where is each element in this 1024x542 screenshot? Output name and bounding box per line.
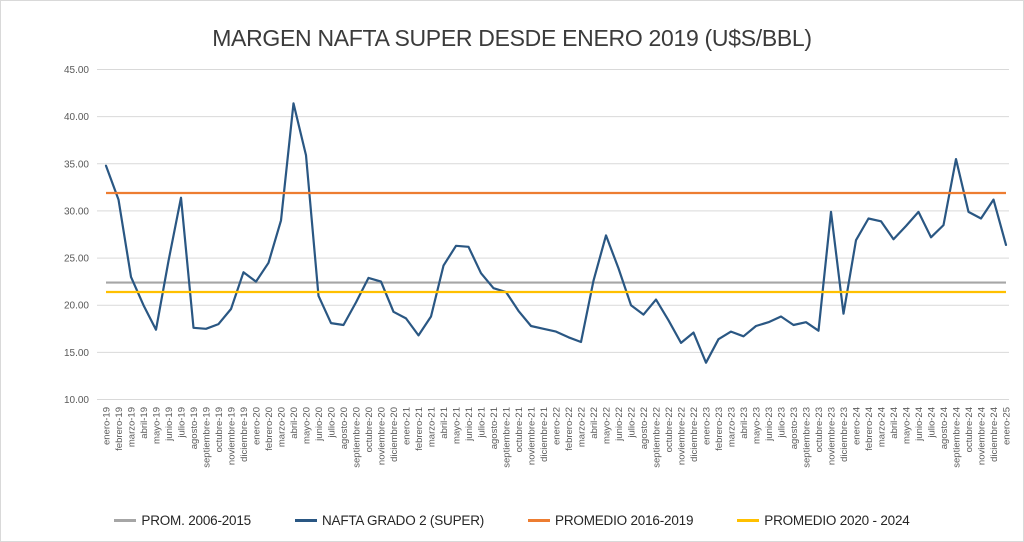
x-axis-tick-label: mayo-24 xyxy=(902,407,913,444)
x-axis-tick-label: marzo-21 xyxy=(427,407,438,447)
x-axis-tick-label: noviembre-20 xyxy=(377,407,388,465)
x-axis-tick-label: septiembre-24 xyxy=(952,407,963,468)
x-axis-tick-label: julio-22 xyxy=(627,407,638,439)
legend-label: PROMEDIO 2020 - 2024 xyxy=(764,512,910,528)
x-axis-tick-label: diciembre-19 xyxy=(239,407,250,462)
x-axis-tick-label: noviembre-23 xyxy=(827,407,838,465)
x-axis-tick-label: septiembre-23 xyxy=(802,407,813,468)
x-axis-tick-label: octubre-22 xyxy=(664,407,675,452)
x-axis-tick-label: julio-20 xyxy=(327,407,338,439)
x-axis-tick-label: septiembre-21 xyxy=(502,407,513,468)
legend-item-nafta-grado-2-super: NAFTA GRADO 2 (SUPER) xyxy=(294,512,485,528)
x-axis-tick-label: marzo-23 xyxy=(727,407,738,447)
x-axis-tick-label: enero-22 xyxy=(552,407,563,445)
x-axis-tick-label: febrero-22 xyxy=(564,407,575,451)
legend-swatch-orange xyxy=(528,518,551,522)
x-axis-tick-label: agosto-24 xyxy=(939,407,950,449)
y-axis-tick-label: 20.00 xyxy=(64,301,89,312)
x-axis-tick-label: diciembre-24 xyxy=(989,407,1000,462)
y-axis-tick-label: 45.00 xyxy=(64,65,89,76)
x-axis-tick-label: enero-23 xyxy=(702,407,713,445)
nafta-series-line xyxy=(104,102,1008,364)
x-axis-tick-label: mayo-21 xyxy=(452,407,463,444)
x-axis-tick-label: diciembre-20 xyxy=(389,407,400,462)
x-axis-tick-label: agosto-21 xyxy=(489,407,500,449)
x-axis-tick-label: octubre-20 xyxy=(364,407,375,452)
x-axis-tick-label: octubre-21 xyxy=(514,407,525,452)
legend-item-promedio-2020-2024: PROMEDIO 2020 - 2024 xyxy=(737,512,910,528)
x-axis-tick-label: mayo-20 xyxy=(302,407,313,444)
x-axis-tick-label: enero-21 xyxy=(402,407,413,445)
x-axis-tick-label: julio-21 xyxy=(477,407,488,439)
x-axis-tick-label: julio-24 xyxy=(927,407,938,439)
x-axis-tick-label: febrero-21 xyxy=(414,407,425,451)
x-axis-tick-label: junio-19 xyxy=(164,407,175,442)
x-axis-tick-label: febrero-23 xyxy=(714,407,725,451)
x-axis-tick-label: diciembre-22 xyxy=(689,407,700,462)
x-axis-tick-label: agosto-23 xyxy=(789,407,800,449)
legend-item-prom-2006-2015: PROM. 2006-2015 xyxy=(114,513,251,528)
x-axis-tick-label: noviembre-21 xyxy=(527,407,538,465)
x-axis-tick-label: septiembre-19 xyxy=(202,407,213,468)
legend-label: PROMEDIO 2016-2019 xyxy=(555,512,694,528)
legend-label: PROM. 2006-2015 xyxy=(141,512,251,528)
x-axis-tick-label: diciembre-21 xyxy=(539,407,550,462)
legend-swatch-gray xyxy=(114,518,137,522)
x-axis-tick-label: octubre-19 xyxy=(214,407,225,452)
x-axis-tick-label: marzo-24 xyxy=(877,407,888,447)
x-axis-tick-label: diciembre-23 xyxy=(839,407,850,462)
y-axis-tick-label: 35.00 xyxy=(64,159,89,170)
y-axis-tick-label: 40.00 xyxy=(64,112,89,123)
x-axis-tick-label: febrero-19 xyxy=(114,407,125,451)
x-axis-tick-label: marzo-20 xyxy=(277,407,288,447)
legend-swatch-blue xyxy=(294,518,317,522)
y-axis-tick-label: 30.00 xyxy=(64,206,89,217)
legend-swatch-yellow xyxy=(737,518,760,522)
x-axis-tick-label: enero-20 xyxy=(252,407,263,445)
x-axis-tick-label: abril-24 xyxy=(889,407,900,439)
legend-label: NAFTA GRADO 2 (SUPER) xyxy=(321,512,485,528)
x-axis-tick-label: junio-24 xyxy=(914,407,925,442)
x-axis-tick-label: septiembre-20 xyxy=(352,407,363,468)
x-axis-tick-label: febrero-24 xyxy=(864,407,875,451)
x-axis-tick-label: abril-21 xyxy=(439,407,450,439)
x-axis-tick-label: enero-19 xyxy=(102,407,113,445)
x-axis-tick-label: junio-22 xyxy=(614,407,625,442)
y-axis-tick-label: 10.00 xyxy=(64,395,89,406)
x-axis-tick-label: enero-24 xyxy=(852,407,863,445)
x-axis-tick-label: marzo-22 xyxy=(577,407,588,447)
x-axis-tick-label: septiembre-22 xyxy=(652,407,663,468)
chart-title: MARGEN NAFTA SUPER DESDE ENERO 2019 (U$S… xyxy=(212,25,812,51)
x-axis-tick-label: agosto-22 xyxy=(639,407,650,449)
x-axis-tick-label: octubre-23 xyxy=(814,407,825,452)
x-axis-tick-label: marzo-19 xyxy=(127,407,138,447)
x-axis-tick-label: julio-23 xyxy=(777,407,788,439)
x-axis-tick-label: junio-23 xyxy=(764,407,775,442)
y-axis-tick-label: 25.00 xyxy=(64,254,89,265)
y-axis-tick-label: 15.00 xyxy=(64,348,89,359)
x-axis-tick-label: junio-21 xyxy=(464,407,475,442)
chart-legend: PROM. 2006-2015 NAFTA GRADO 2 (SUPER) PR… xyxy=(1,507,1023,533)
x-axis-tick-label: noviembre-24 xyxy=(977,407,988,465)
x-axis-tick-label: mayo-19 xyxy=(152,407,163,444)
x-axis-tick-label: mayo-23 xyxy=(752,407,763,444)
x-axis-tick-label: noviembre-19 xyxy=(227,407,238,465)
x-axis-tick-label: abril-20 xyxy=(289,407,300,439)
x-axis-tick-label: noviembre-22 xyxy=(677,407,688,465)
x-axis-tick-label: febrero-20 xyxy=(264,407,275,451)
x-axis-tick-label: enero-25 xyxy=(1002,407,1013,445)
x-axis-tick-label: agosto-20 xyxy=(339,407,350,449)
x-axis-tick-label: abril-23 xyxy=(739,407,750,439)
x-axis-tick-label: mayo-22 xyxy=(602,407,613,444)
x-axis-tick-label: julio-19 xyxy=(177,407,188,439)
x-axis-tick-label: abril-22 xyxy=(589,407,600,439)
x-axis-tick-label: octubre-24 xyxy=(964,407,975,452)
x-axis-tick-label: abril-19 xyxy=(139,407,150,439)
x-axis-tick-label: agosto-19 xyxy=(189,407,200,449)
legend-item-promedio-2016-2019: PROMEDIO 2016-2019 xyxy=(528,513,693,528)
x-axis-tick-label: junio-20 xyxy=(314,407,325,442)
